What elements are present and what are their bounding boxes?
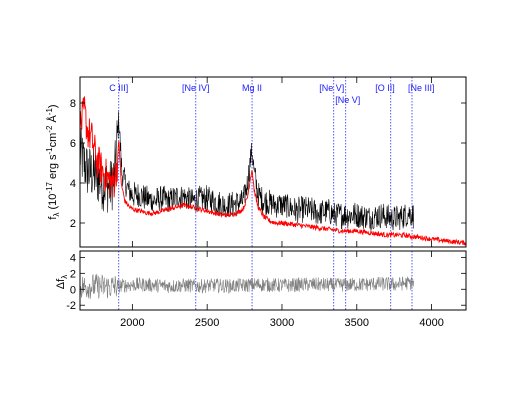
- ylabel-f: f: [47, 216, 59, 220]
- bottom-panel: -2 0 2 4 2000 2500 3000 3500 4000: [66, 250, 467, 329]
- bottom-x-tick-label: 3500: [345, 317, 369, 329]
- top-y-tick-label: 8: [70, 98, 76, 110]
- top-y-tick-label: 2: [70, 218, 76, 230]
- composite-spectrum-line: [80, 96, 466, 246]
- ylabel-exp-cm: -2: [45, 125, 54, 133]
- emission-line-label: [Ne IV]: [182, 83, 210, 93]
- bottom-y-axis-label: Δfλ: [55, 275, 69, 289]
- ylabel-exp-17: -17: [45, 181, 54, 193]
- ylabel-erg-s: erg s: [47, 154, 59, 182]
- ylabel-close: ): [47, 104, 59, 108]
- bottom-ylabel-delta-f: Δf: [55, 278, 67, 289]
- ylabel-unit-open: (10: [47, 194, 59, 213]
- emission-line-label: C III]: [109, 83, 128, 93]
- bottom-y-tick-label: 4: [70, 252, 76, 264]
- emission-line-label: [O II]: [375, 83, 395, 93]
- bottom-y-tick-label: 2: [70, 268, 76, 280]
- ylabel-cm: cm: [47, 133, 59, 148]
- top-y-axis-label: fλ (10-17 erg s-1cm-2 Å-1): [45, 104, 61, 219]
- emission-line-label: [Ne V]: [335, 95, 360, 105]
- ylabel-lambda-sub: λ: [52, 213, 61, 217]
- top-panel-frame: [79, 76, 467, 248]
- bottom-x-tick-label: 3000: [270, 317, 294, 329]
- bottom-x-tick-label: 2500: [195, 317, 219, 329]
- ylabel-exp-s: -1: [45, 147, 54, 155]
- residual-spectrum-line: [80, 273, 414, 299]
- ylabel-angstrom: Å: [46, 115, 59, 126]
- emission-line-labels: C III] [Ne IV] Mg II [Ne V] [Ne V] [O II] [Ne …: [109, 83, 434, 105]
- emission-line-label: Mg II: [242, 83, 262, 93]
- observed-spectrum-line: [80, 111, 414, 231]
- bottom-y-tick-label: 0: [70, 284, 76, 296]
- top-panel-ticks: 2 4 6 8: [70, 77, 466, 247]
- ylabel-exp-angstrom: -1: [45, 108, 54, 116]
- bottom-panel-ticks: -2 0 2 4 2000 2500 3000 3500 4000: [66, 251, 466, 329]
- bottom-x-tick-label: 2000: [120, 317, 144, 329]
- emission-line-label: [Ne V]: [319, 83, 344, 93]
- bottom-x-tick-label: 4000: [419, 317, 443, 329]
- bottom-ylabel-lambda-sub: λ: [60, 275, 69, 279]
- emission-line-label: [Ne III]: [408, 83, 435, 93]
- top-y-tick-label: 4: [70, 178, 76, 190]
- bottom-panel-frame: [79, 250, 467, 311]
- top-panel: 2 4 6 8 C III] [Ne IV] Mg II [Ne V] [Ne V] [O II…: [70, 76, 467, 248]
- top-y-tick-label: 6: [70, 138, 76, 150]
- bottom-y-tick-label: -2: [66, 300, 76, 312]
